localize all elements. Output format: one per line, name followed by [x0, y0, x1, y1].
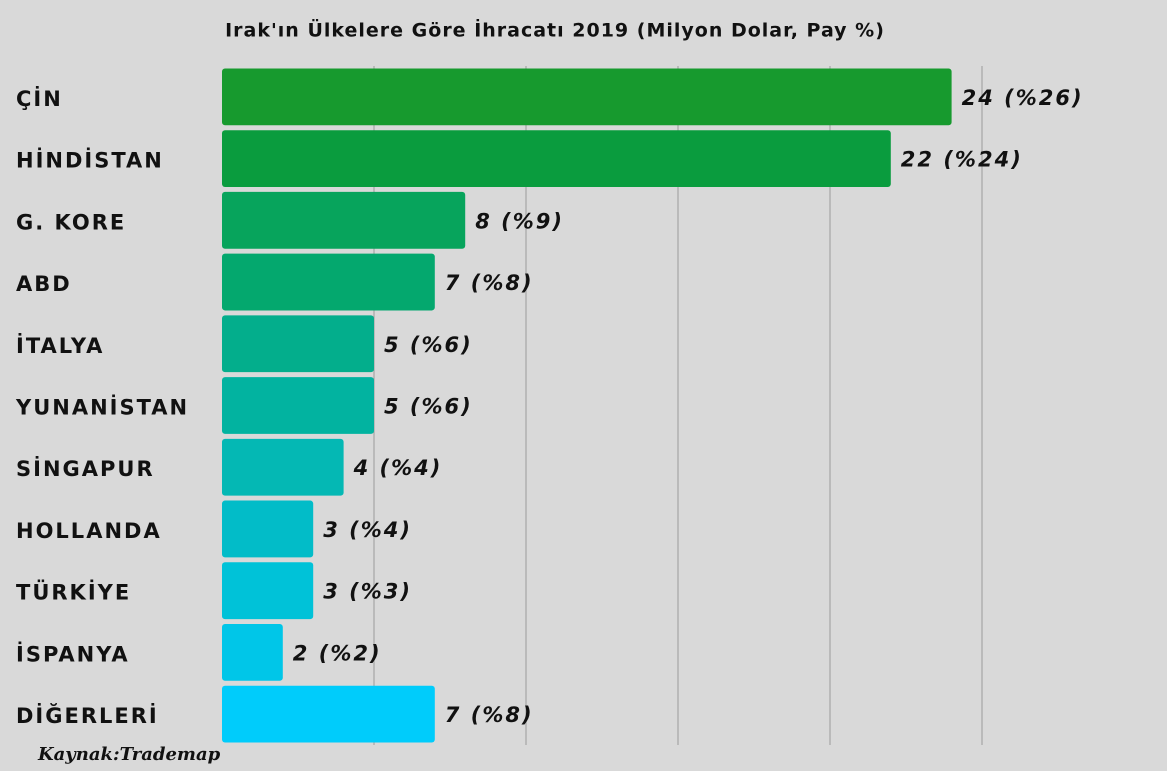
y-tick-label: G. KORE [16, 210, 126, 234]
bar [222, 562, 314, 620]
y-tick-label: İTALYA [16, 333, 104, 358]
value-label: 22 (%24) [901, 148, 1023, 172]
value-label: 3 (%4) [323, 518, 412, 542]
bar [222, 438, 344, 496]
bar [222, 377, 374, 434]
value-label: 8 (%9) [475, 209, 564, 233]
value-label: 7 (%8) [445, 703, 534, 727]
bar [222, 500, 314, 558]
value-label: 7 (%8) [445, 271, 534, 295]
value-label: 3 (%3) [323, 580, 412, 604]
value-label: 4 (%4) [353, 456, 443, 480]
bar [222, 315, 374, 373]
chart-title: Irak'ın Ülkelere Göre İhracatı 2019 (Mil… [225, 18, 885, 42]
bar [222, 624, 283, 681]
y-tick-label: HOLLANDA [16, 519, 162, 543]
y-tick-label: DİĞERLERİ [16, 703, 159, 728]
y-tick-label: HİNDİSTAN [16, 148, 164, 173]
value-label: 2 (%2) [293, 641, 382, 665]
value-label: 24 (%26) [962, 86, 1084, 110]
y-tick-label: TÜRKİYE [16, 580, 131, 605]
value-label: 5 (%6) [384, 395, 473, 419]
y-tick-label: İSPANYA [16, 641, 130, 666]
bar [222, 253, 435, 311]
source: Kaynak:Trademap [37, 744, 221, 765]
bar [222, 68, 952, 126]
y-tick-label: ABD [16, 272, 72, 296]
bar [222, 130, 891, 187]
y-tick-label: SİNGAPUR [16, 456, 155, 481]
value-label: 5 (%6) [384, 333, 473, 357]
y-tick-label: ÇİN [16, 86, 63, 111]
bar [222, 685, 435, 743]
y-tick-label: YUNANİSTAN [15, 395, 189, 420]
bar [222, 191, 466, 249]
